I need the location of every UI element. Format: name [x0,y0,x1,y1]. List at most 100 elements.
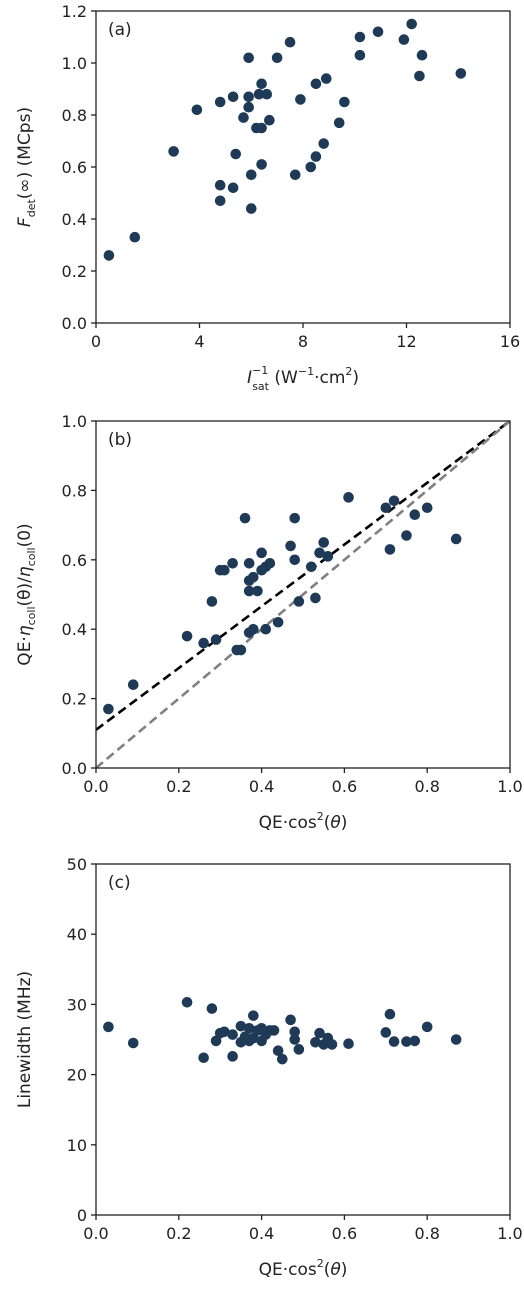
data-point [401,530,412,541]
y-tick-label: 0.8 [62,481,87,500]
data-point [314,1027,325,1039]
data-point [450,1034,462,1045]
x-tick-label: 0.8 [414,777,439,796]
data-point [285,1014,296,1026]
x-tick-label: 4 [194,332,204,351]
data-point [227,1051,238,1062]
data-point [310,1037,321,1048]
y-tick-label: 0.0 [62,314,87,333]
data-point [127,679,139,691]
data-point [272,616,284,628]
data-point [326,1039,338,1050]
data-point [253,88,265,100]
data-point [260,623,272,635]
panel-b: 0.0 0.2 0.4 0.6 0.8 1.0 0.0 0.2 0.4 0.6 0.8 1.0 (b) Q… [15,412,523,833]
data-point [235,644,247,656]
data-point [310,151,322,162]
data-point [271,52,283,64]
x-tick-label: 16 [500,332,520,351]
y-tick-label: 30 [67,995,87,1014]
data-point [414,70,425,82]
reference-line-1 [95,419,511,731]
data-point [289,1034,301,1045]
data-point [243,557,255,569]
data-point [284,36,296,48]
y-tick-label: 0.6 [62,551,87,570]
data-point [310,78,322,90]
data-point [245,203,257,214]
data-point [103,250,115,261]
data-point [181,996,193,1008]
x-axis-label: I−1 sat (W−1·cm2) [247,364,359,393]
plot-frame [95,10,511,324]
data-point [398,34,410,45]
data-point [305,561,317,573]
x-tick-label: 1.0 [497,777,522,796]
data-point [219,564,230,576]
data-point [380,502,392,514]
data-point [227,557,238,569]
data-point [388,1036,400,1047]
x-tick-label: 8 [298,332,308,351]
panel-label: (c) [108,873,131,893]
data-point [372,26,384,38]
data-point [230,148,242,160]
data-point [219,1026,230,1038]
data-point [293,596,305,607]
data-point [333,117,345,129]
data-point [243,52,254,64]
data-point [320,73,332,84]
data-point [103,1021,114,1033]
data-point [198,637,209,649]
data-point [103,703,114,715]
data-point [214,195,226,207]
data-point [421,502,433,514]
data-point [285,540,296,552]
y-tick-label: 50 [67,855,87,874]
data-point [388,495,400,507]
data-point [243,101,254,113]
data-point [245,169,257,181]
data-point [214,96,226,108]
x-tick-label: 1.0 [497,1224,522,1243]
y-tick-label: 0.4 [62,210,87,229]
data-point [191,104,203,116]
y-tick-label: 0.6 [62,158,87,177]
x-tick-label: 12 [396,332,416,351]
data-point [214,179,226,191]
data-point [295,94,306,105]
x-tick-label: 0 [91,332,101,351]
x-tick-label: 0.8 [414,1224,439,1243]
data-point [239,512,251,524]
data-point [264,557,276,569]
x-tick-label: 0.4 [249,1224,274,1243]
data-point [248,1010,259,1021]
data-point [293,1044,305,1055]
data-point [127,1037,139,1049]
panel-c: 0.0 0.2 0.4 0.6 0.8 1.0 0 10 20 30 40 50 (c) QE·cos2(… [15,855,523,1280]
y-axis-label: QE·ηcoll(θ)/ηcoll(0) [15,523,38,665]
y-tick-label: 40 [67,925,87,944]
data-point [450,533,462,545]
data-point [322,551,334,562]
x-axis-label: QE·cos2(θ) [259,1257,348,1280]
data-point [264,114,275,126]
data-point [248,571,259,583]
y-tick-label: 0.4 [62,620,87,639]
data-point [256,122,267,134]
data-point [129,231,141,243]
plot-frame [95,420,511,769]
data-point [272,1045,284,1057]
data-point [168,146,179,157]
data-point [277,1053,288,1065]
data-point [310,592,321,604]
data-point [256,78,267,90]
y-tick-label: 10 [67,1136,87,1155]
data-point [380,1027,392,1038]
y-axis-label: Fdet(∞) (MCps) [15,107,38,227]
y-tick-label: 0.8 [62,106,87,125]
data-point [227,1029,238,1040]
panel-a: 0 4 8 12 16 0.0 0.2 0.4 0.6 0.8 1.0 1.2 (a) I−1 sat (W… [15,2,520,393]
x-tick-label: 0.2 [166,1224,191,1243]
